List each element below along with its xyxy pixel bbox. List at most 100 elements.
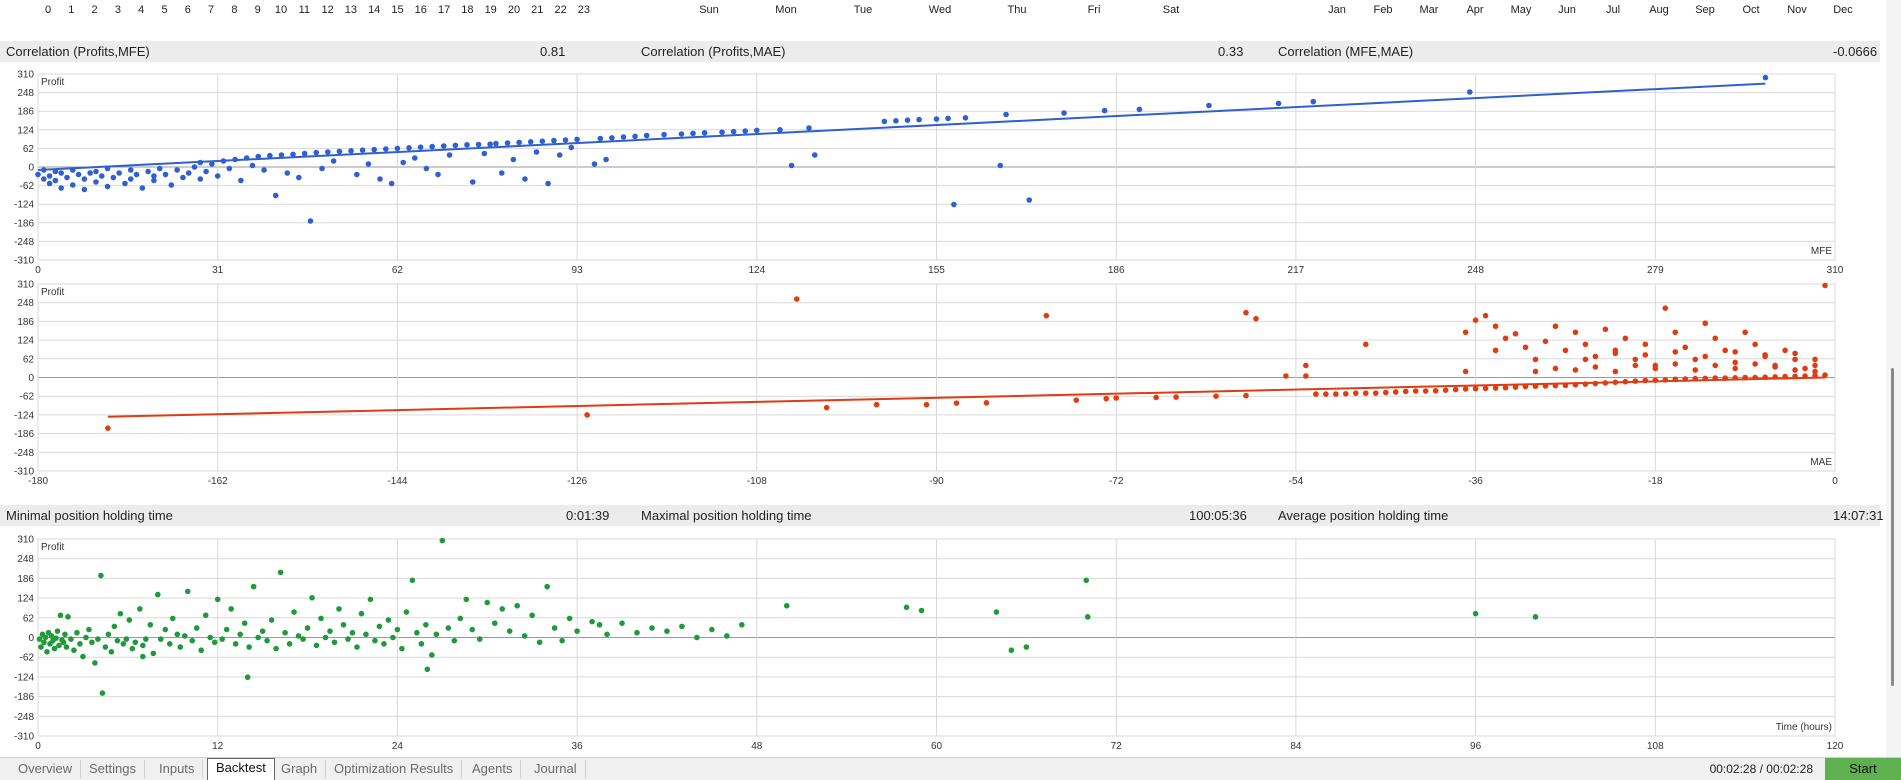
data-point xyxy=(1206,102,1212,109)
data-point xyxy=(1752,374,1758,381)
vertical-scrollbar[interactable] xyxy=(1886,0,1901,757)
data-point xyxy=(678,131,685,137)
tab-settings[interactable]: Settings xyxy=(81,760,145,778)
weekday-tick-label: Fri xyxy=(1087,4,1101,16)
data-point xyxy=(1642,341,1649,348)
hour-tick-label: 20 xyxy=(507,4,521,16)
start-button[interactable]: Start xyxy=(1825,758,1901,780)
data-point xyxy=(77,641,83,647)
hour-tick-label: 16 xyxy=(414,4,427,16)
data-point xyxy=(1772,364,1778,370)
max-holding-value: 100:05:36 xyxy=(1189,508,1247,523)
data-point xyxy=(127,176,134,182)
y-axis-label: Profit xyxy=(41,542,65,553)
data-point xyxy=(75,171,82,178)
data-point xyxy=(123,636,130,642)
data-point xyxy=(282,629,288,636)
tab-journal[interactable]: Journal xyxy=(526,760,586,778)
data-point xyxy=(126,617,133,623)
data-point xyxy=(742,128,749,134)
tab-graph[interactable]: Graph xyxy=(273,760,327,778)
data-point xyxy=(1243,309,1249,316)
data-point xyxy=(120,641,127,647)
holding-time-bar: Minimal position holding time 0:01:39 Ma… xyxy=(0,505,1884,526)
data-point xyxy=(527,139,534,145)
hour-tick-label: 23 xyxy=(577,4,591,16)
data-point xyxy=(1482,385,1489,392)
hour-tick-label: 22 xyxy=(554,4,567,16)
data-point xyxy=(62,631,68,638)
data-point xyxy=(806,125,812,131)
x-tick-label: -144 xyxy=(387,476,407,485)
x-tick-label: -72 xyxy=(1109,476,1124,485)
avg-holding-label: Average position holding time xyxy=(1278,508,1449,523)
data-point xyxy=(962,115,969,121)
data-point xyxy=(589,618,595,625)
y-tick-label: 62 xyxy=(23,354,35,365)
data-point xyxy=(1542,383,1549,389)
data-point xyxy=(354,644,360,650)
data-point xyxy=(1313,391,1319,397)
y-tick-label: 310 xyxy=(17,70,34,81)
data-point xyxy=(634,629,640,636)
data-point xyxy=(536,639,543,646)
data-point xyxy=(238,177,244,184)
data-point xyxy=(68,636,74,642)
data-point xyxy=(105,631,112,638)
data-point xyxy=(551,137,557,144)
data-point xyxy=(811,152,818,158)
y-tick-label: 186 xyxy=(17,574,34,585)
tab-inputs[interactable]: Inputs xyxy=(151,760,204,778)
data-point xyxy=(1692,356,1699,363)
data-point xyxy=(881,118,888,125)
data-point xyxy=(1592,364,1599,370)
data-point xyxy=(406,145,412,151)
data-point xyxy=(1353,390,1359,396)
data-point xyxy=(1762,74,1769,81)
tab-agents[interactable]: Agents xyxy=(464,760,522,778)
min-holding-label: Minimal position holding time xyxy=(6,508,173,523)
x-tick-label: 217 xyxy=(1288,265,1305,275)
data-point xyxy=(516,139,522,146)
data-point xyxy=(1023,644,1030,650)
data-point xyxy=(64,174,70,181)
data-point xyxy=(58,170,64,176)
data-point xyxy=(1692,367,1699,373)
data-point xyxy=(1652,365,1659,372)
x-tick-label: 93 xyxy=(572,265,584,275)
data-point xyxy=(223,626,230,633)
x-tick-label: 186 xyxy=(1108,265,1125,275)
data-point xyxy=(793,296,800,302)
data-point xyxy=(1512,330,1519,337)
data-point xyxy=(237,631,243,638)
data-point xyxy=(1592,380,1599,387)
data-point xyxy=(1303,373,1309,379)
tab-backtest[interactable]: Backtest xyxy=(207,758,275,780)
tab-optimization-results[interactable]: Optimization Results xyxy=(326,760,463,778)
data-point xyxy=(51,645,58,652)
data-point xyxy=(491,620,498,627)
data-point xyxy=(1173,394,1179,400)
x-tick-label: -90 xyxy=(929,476,944,485)
x-tick-label: 248 xyxy=(1467,265,1484,275)
data-point xyxy=(591,161,598,167)
scrollbar-thumb[interactable] xyxy=(1891,368,1894,686)
tab-overview[interactable]: Overview xyxy=(10,760,82,778)
data-point xyxy=(261,167,267,173)
data-point xyxy=(381,641,387,647)
y-tick-label: 310 xyxy=(17,535,34,546)
data-point xyxy=(89,639,95,646)
data-point xyxy=(348,148,354,154)
data-point xyxy=(566,615,573,622)
data-point xyxy=(1043,312,1050,319)
data-point xyxy=(1153,394,1159,401)
data-point xyxy=(411,155,418,161)
data-point xyxy=(150,650,157,657)
data-point xyxy=(1572,367,1579,373)
data-point xyxy=(359,147,366,153)
data-point xyxy=(632,133,638,140)
data-point xyxy=(951,201,957,208)
data-point xyxy=(445,625,452,631)
hour-tick-label: 12 xyxy=(321,4,334,16)
data-point xyxy=(529,612,535,619)
